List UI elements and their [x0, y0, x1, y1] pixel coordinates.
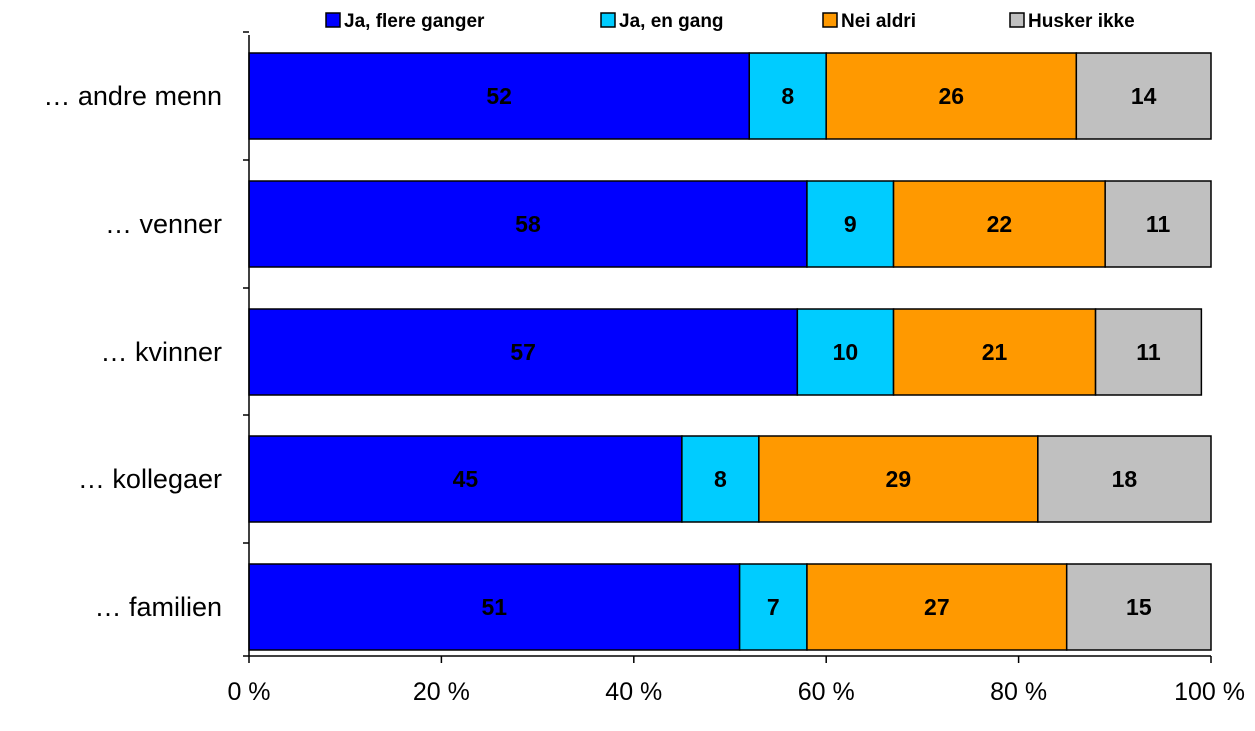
data-label: 11: [1136, 339, 1161, 365]
data-label: 51: [482, 594, 508, 620]
bar-segment-ja-flere-ganger: [248, 563, 741, 651]
data-label: 10: [833, 339, 859, 365]
bar-segment-ja-en-gang: [738, 563, 808, 651]
x-tick-label: 80 %: [990, 678, 1047, 706]
data-label: 9: [844, 211, 857, 237]
legend: Ja, flere ganger Ja, en gang Nei aldri Husk…: [325, 11, 1135, 32]
bar-segment-husker-ikke: [1065, 563, 1212, 651]
axes: … andre menn … venner … kvinner … kollegaer…: [43, 31, 1245, 706]
category-label: … kvinner: [100, 337, 222, 367]
data-label: 45: [453, 466, 479, 492]
data-label: 22: [987, 211, 1013, 237]
bar-segment-husker-ikke: [1075, 52, 1212, 140]
bar-segment-ja-flere-ganger: [248, 180, 808, 268]
bar-segment-ja-flere-ganger: [248, 52, 750, 140]
x-tick-label: 0 %: [227, 678, 270, 706]
category-label: … familien: [94, 592, 222, 622]
data-label: 57: [510, 339, 536, 365]
bar-segment-ja-flere-ganger: [248, 435, 683, 523]
bar-segment-ja-en-gang: [681, 435, 760, 523]
data-label: 21: [982, 339, 1008, 365]
x-tick-label: 100 %: [1174, 678, 1245, 706]
legend-label-ja-flere-ganger: Ja, flere ganger: [344, 11, 485, 32]
legend-swatch-husker-ikke: [1009, 12, 1025, 28]
data-label: 14: [1131, 83, 1157, 109]
data-label: 18: [1112, 466, 1138, 492]
data-label: 8: [781, 83, 794, 109]
category-label: … andre menn: [43, 81, 222, 111]
bar-segment-nei-aldri: [806, 563, 1068, 651]
category-label: … kollegaer: [78, 464, 222, 494]
bar-segment-ja-en-gang: [748, 52, 827, 140]
legend-swatch-ja-flere-ganger: [325, 12, 341, 28]
legend-swatch-ja-en-gang: [600, 12, 616, 28]
data-label: 26: [938, 83, 964, 109]
data-label: 58: [515, 211, 541, 237]
bar-segment-nei-aldri: [758, 435, 1039, 523]
data-label: 52: [486, 83, 512, 109]
x-tick-label: 40 %: [605, 678, 662, 706]
data-label: 15: [1126, 594, 1152, 620]
bars: 52 8 26 14 58 9 22 11 57 10 21 11 45 8 29 18 51 7 27 15: [248, 52, 1212, 651]
bar-segment-nei-aldri: [825, 52, 1078, 140]
legend-swatch-nei-aldri: [822, 12, 838, 28]
legend-label-nei-aldri: Nei aldri: [841, 11, 916, 32]
legend-label-ja-en-gang: Ja, en gang: [619, 11, 724, 32]
bar-segment-husker-ikke: [1104, 180, 1212, 268]
x-tick-label: 20 %: [413, 678, 470, 706]
bar-segment-husker-ikke: [1037, 435, 1212, 523]
bar-segment-nei-aldri: [892, 180, 1106, 268]
data-label: 8: [714, 466, 727, 492]
data-label: 27: [924, 594, 950, 620]
data-label: 11: [1146, 211, 1171, 237]
data-label: 29: [886, 466, 912, 492]
bar-segment-ja-en-gang: [796, 308, 895, 396]
bar-segment-ja-en-gang: [806, 180, 895, 268]
data-label: 7: [767, 594, 780, 620]
legend-label-husker-ikke: Husker ikke: [1028, 11, 1135, 32]
bar-segment-husker-ikke: [1094, 308, 1203, 396]
x-tick-label: 60 %: [798, 678, 855, 706]
category-label: … venner: [105, 209, 222, 239]
